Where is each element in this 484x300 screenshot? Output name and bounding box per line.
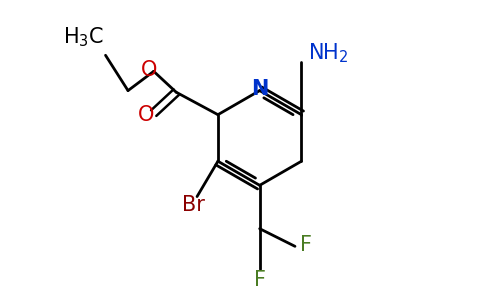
Text: O: O <box>137 105 154 125</box>
Text: NH$_2$: NH$_2$ <box>308 42 348 65</box>
Text: N: N <box>251 79 268 99</box>
Text: O: O <box>141 60 157 80</box>
Text: Br: Br <box>182 195 205 214</box>
Text: H$_3$C: H$_3$C <box>63 25 104 49</box>
Text: F: F <box>254 270 266 290</box>
Text: F: F <box>300 235 312 255</box>
